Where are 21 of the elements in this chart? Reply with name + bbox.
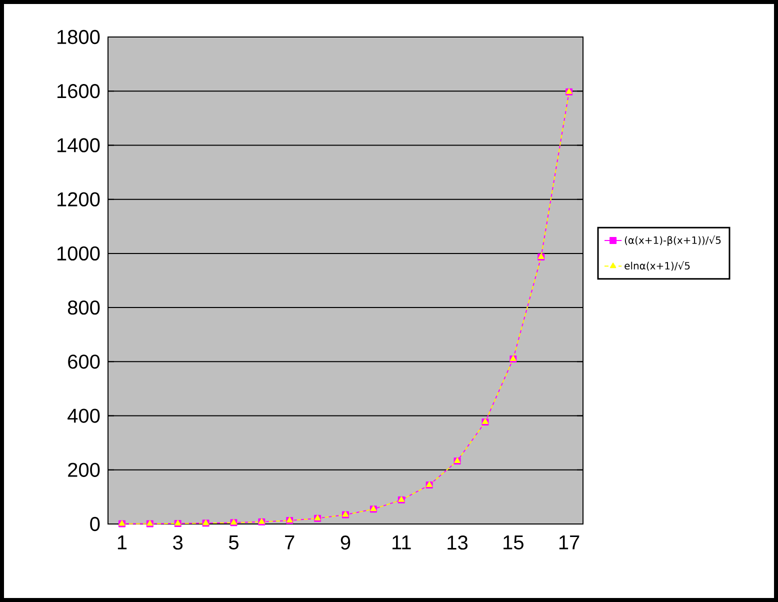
y-tick-label: 600 bbox=[68, 354, 100, 369]
x-tick-label: 5 bbox=[228, 536, 238, 550]
legend-label: elnα(x+1)/√5 bbox=[624, 261, 690, 271]
y-tick-label: 0 bbox=[90, 516, 100, 532]
y-tick-label: 1400 bbox=[58, 138, 100, 152]
x-tick-label: 9 bbox=[340, 536, 350, 550]
y-tick-label: 400 bbox=[68, 408, 100, 423]
y-tick-label: 1600 bbox=[58, 84, 100, 98]
x-tick-label: 17 bbox=[559, 536, 580, 550]
y-tick-label: 1200 bbox=[58, 192, 100, 206]
x-tick-label: 13 bbox=[448, 536, 468, 550]
x-tick-label: 1 bbox=[118, 536, 127, 550]
y-tick-label: 1000 bbox=[58, 246, 100, 261]
y-tick-label: 200 bbox=[68, 462, 100, 477]
x-tick-label: 3 bbox=[173, 536, 183, 550]
x-tick-label: 15 bbox=[504, 536, 524, 550]
y-tick-label: 1800 bbox=[58, 30, 100, 44]
x-tick-label: 7 bbox=[285, 536, 294, 550]
x-tick-label: 11 bbox=[392, 536, 411, 550]
legend-label: (α(x+1)-β(x+1))/√5 bbox=[624, 236, 721, 246]
y-tick-label: 800 bbox=[68, 300, 100, 315]
